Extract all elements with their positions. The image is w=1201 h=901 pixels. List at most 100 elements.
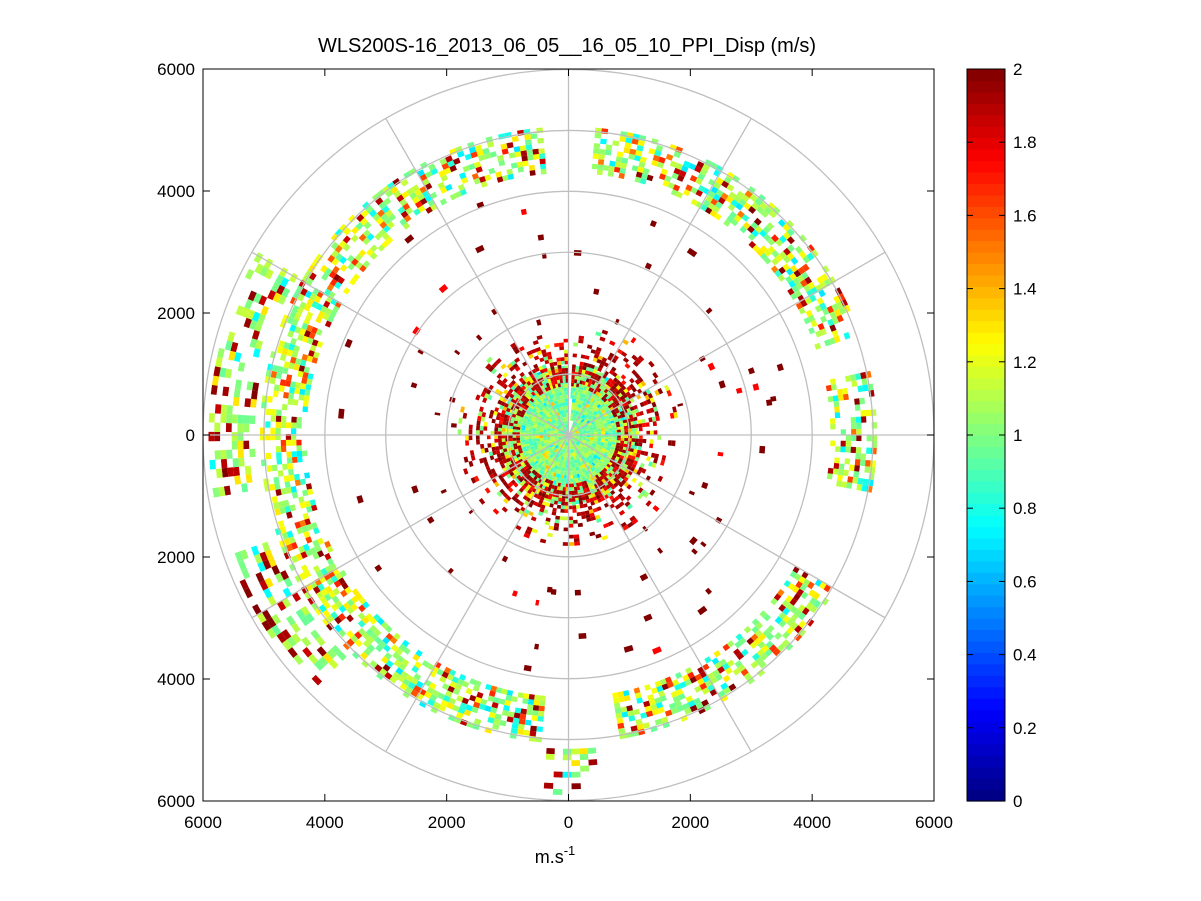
data-cell [652,154,660,162]
data-cell [708,190,716,199]
data-cell [564,424,569,429]
data-cell [570,475,574,479]
data-cell [583,362,588,367]
data-cell [296,439,302,446]
data-cell [322,617,331,626]
data-cell [581,384,585,389]
data-cell [774,632,783,640]
data-cell [299,501,306,509]
data-cell [532,431,536,435]
data-cell [587,415,593,420]
data-cell [523,459,528,464]
data-cell [801,607,810,616]
data-cell [735,633,743,641]
data-cell [658,173,667,181]
data-cell [591,372,596,378]
colorbar-segment [967,320,1005,333]
data-cell [286,316,294,325]
data-cell [556,361,562,366]
data-cell [564,394,567,399]
data-cell [562,417,566,422]
data-cell [621,711,629,718]
data-cell [583,377,587,382]
data-cell [519,481,525,487]
data-cell [428,163,436,171]
data-cell [607,520,614,527]
data-cell [502,444,507,449]
data-cell [553,500,558,505]
data-cell [383,644,391,653]
data-cell [748,206,757,214]
data-cell [597,388,602,393]
data-cell [568,445,574,450]
data-cell [465,704,473,712]
data-cell [715,177,724,185]
data-cell [382,185,391,194]
data-cell [502,406,508,411]
data-cell [737,664,746,672]
data-cell [429,694,438,702]
data-cell [702,163,710,172]
data-cell [564,360,569,365]
data-cell [405,686,414,694]
data-cell [568,516,573,521]
data-cell [834,412,841,419]
data-cell [618,727,626,735]
data-cell [539,496,545,501]
y-tick-label: 2000 [157,304,195,323]
data-cell [575,500,580,505]
data-cell [487,443,492,448]
data-cell [369,209,377,218]
data-cell [782,263,791,272]
data-cell [370,632,378,641]
data-cell [695,177,703,185]
data-cell [294,312,302,321]
data-cell [601,462,606,467]
data-cell [635,453,641,458]
data-cell [752,652,760,661]
data-cell [601,431,605,435]
data-cell [601,418,606,422]
data-cell [782,231,791,240]
data-cell [377,244,386,252]
data-cell [285,487,292,494]
data-cell [634,379,641,385]
data-cell [833,462,840,470]
data-cell [584,495,590,500]
data-cell [797,604,806,613]
data-cell [619,495,626,502]
data-cell [588,401,593,406]
data-cell [439,157,448,166]
data-cell [786,618,795,627]
data-cell [771,257,779,266]
data-cell [276,458,283,465]
colorbar-segment [967,766,1005,779]
data-cell [633,708,641,716]
data-cell [553,465,559,470]
data-cell [763,257,772,265]
data-cell [634,176,642,183]
data-cell [413,685,422,693]
data-cell [571,783,581,790]
data-cell [463,709,472,717]
data-cell [600,138,607,145]
data-cell [578,457,584,462]
data-cell [350,634,359,643]
colorbar-segment [967,103,1005,116]
data-cell [624,695,631,702]
data-cell [540,405,544,410]
data-cell [615,440,620,443]
data-cell [501,506,508,513]
data-cell [812,592,821,600]
data-cell [342,243,351,252]
data-cell [524,139,532,146]
data-cell [611,454,617,459]
data-cell [809,597,817,606]
data-cell [513,712,521,719]
data-cell [601,329,609,335]
data-cell [548,394,553,400]
data-cell [726,171,735,180]
data-cell [561,391,565,396]
data-cell [441,671,449,679]
data-cell [833,295,841,304]
